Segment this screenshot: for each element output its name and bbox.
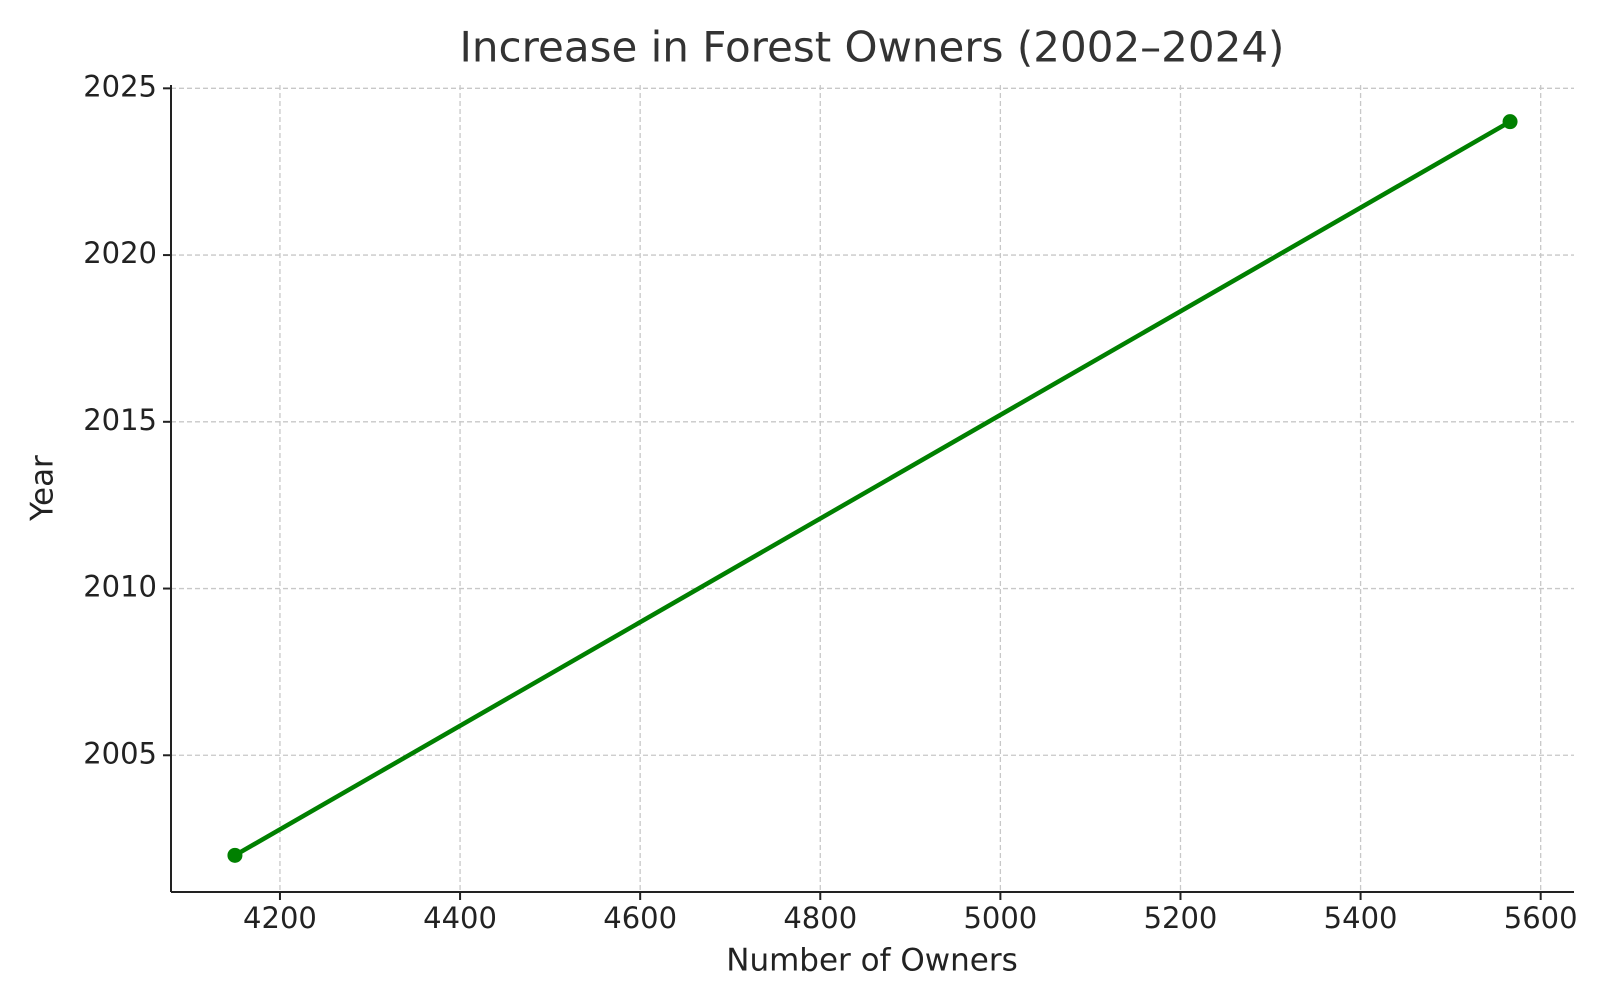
x-tick-label: 4800 (783, 901, 857, 935)
y-tick-label: 2025 (83, 69, 157, 103)
x-tick-label: 4600 (603, 901, 677, 935)
y-tick-label: 2020 (83, 236, 157, 270)
x-axis-label: Number of Owners (726, 943, 1018, 979)
data-point (227, 847, 243, 863)
x-tick-label: 5600 (1504, 901, 1578, 935)
x-tick-label: 5400 (1324, 901, 1398, 935)
x-tick-label: 4400 (423, 901, 497, 935)
x-tick-label: 5200 (1144, 901, 1218, 935)
data-point (1502, 114, 1518, 130)
x-tick-label: 4200 (243, 901, 317, 935)
y-tick-label: 2010 (83, 570, 157, 604)
y-tick-label: 2005 (83, 736, 157, 770)
y-axis-label: Year (25, 455, 61, 522)
y-tick-label: 2015 (83, 403, 157, 437)
x-tick-label: 5000 (963, 901, 1037, 935)
data-line (233, 119, 1512, 858)
chart-title: Increase in Forest Owners (2002–2024) (460, 23, 1285, 72)
